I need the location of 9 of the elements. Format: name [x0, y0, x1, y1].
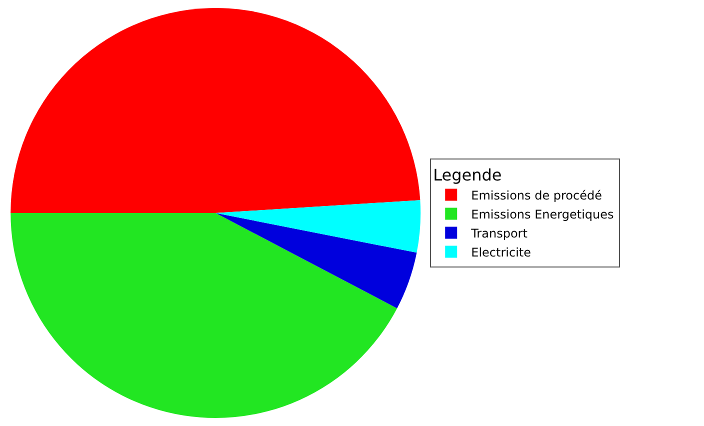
legend-label: Emissions de procédé: [471, 188, 602, 202]
legend-label: Transport: [470, 226, 528, 240]
pie-slice: [216, 200, 421, 253]
pie-slice: [10, 213, 398, 418]
pie-slice: [216, 213, 417, 308]
legend-title: Legende: [433, 165, 502, 184]
legend-label: Electricite: [471, 245, 532, 260]
legend-label: Emissions Energetiques: [471, 207, 614, 222]
pie-slice: [10, 8, 420, 213]
